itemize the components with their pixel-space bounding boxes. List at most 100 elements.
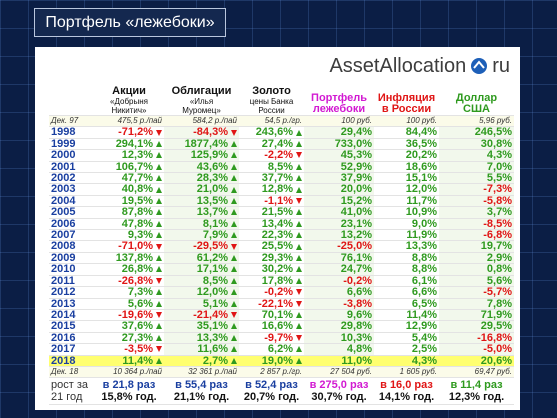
cell: 243,6% — [239, 126, 304, 139]
trend-arrow — [231, 312, 237, 318]
cell: 246,5% — [439, 126, 514, 139]
cell: 27,4% — [239, 138, 304, 151]
cell: 6,6% — [374, 286, 439, 299]
header-line: «Илья — [189, 97, 214, 106]
value: 4,3% — [486, 149, 512, 162]
year-cell: 2011 — [49, 275, 94, 288]
value: -3,8% — [343, 298, 372, 310]
value: 13,7% — [196, 206, 228, 219]
cell: 6,2% — [239, 343, 304, 356]
trend-arrow — [156, 254, 162, 261]
value: -5,8% — [483, 195, 512, 207]
header-line: США — [463, 103, 490, 115]
cell: -5,8% — [439, 195, 514, 208]
value: 0,8% — [486, 263, 512, 276]
cell: 475,5 р./пай — [94, 115, 164, 128]
trend-arrow — [231, 357, 237, 364]
trend-arrow — [156, 266, 162, 273]
trend-arrow — [296, 254, 302, 261]
cell: 8,5% — [164, 275, 239, 288]
growth-line: рост за — [51, 379, 88, 392]
cell: -5,0% — [439, 343, 514, 356]
portfolio-table: Акции «Добрыня Никитич» Облигации «Илья Муром… — [49, 81, 514, 406]
value: -26,8% — [118, 275, 153, 287]
header-line: «Добрыня — [110, 97, 148, 106]
year-cell: 2007 — [49, 229, 94, 242]
cell: -7,3% — [439, 183, 514, 196]
cell: -3,8% — [304, 298, 374, 310]
trend-arrow — [296, 197, 302, 204]
year-cell: 2008 — [49, 240, 94, 253]
year-cell: 2010 — [49, 263, 94, 276]
trend-arrow — [231, 243, 237, 250]
value: -5,0% — [483, 343, 512, 356]
row: 2014 -19,6% -21,4% 70,1% 9,6% 11,4% 71,9% — [49, 309, 514, 322]
value: 15,2% — [340, 195, 372, 207]
trend-arrow — [296, 323, 302, 330]
growth-line: 21 год — [51, 391, 83, 404]
value: 11,7% — [406, 195, 437, 207]
value: 4,3% — [411, 355, 437, 367]
value: 11,4% — [406, 309, 437, 321]
cell: 54,5 р./гр. — [239, 115, 304, 128]
value: 137,8% — [115, 252, 153, 264]
trend-arrow — [231, 323, 237, 330]
trend-arrow — [231, 140, 237, 147]
value: 21,0% — [196, 183, 228, 196]
cell: 18,6% — [374, 161, 439, 174]
value: 43,6% — [196, 161, 228, 173]
value: -22,1% — [258, 298, 293, 310]
cell: 5,4% — [374, 332, 439, 345]
logo-domain: ru — [492, 54, 510, 77]
trend-arrow — [156, 346, 162, 353]
cell: 37,7% — [239, 172, 304, 185]
cell: 71,9% — [439, 309, 514, 322]
cell: 76,1% — [304, 252, 374, 265]
trend-arrow — [231, 152, 237, 159]
growth-cell: в 55,4 раз 21,1% год. — [164, 377, 239, 406]
cell: 30,8% — [439, 138, 514, 151]
cell: 584,2 р./пай — [164, 115, 239, 128]
cell: 8,8% — [374, 252, 439, 265]
value: 106,7% — [115, 161, 153, 173]
cell: -3,5% — [94, 343, 164, 356]
value: 3,7% — [486, 206, 512, 219]
header-cell: Портфель лежебоки — [304, 81, 374, 116]
value: 40,8% — [121, 183, 153, 196]
cell: 17,1% — [164, 263, 239, 276]
row: 2013 5,6% 5,1% -22,1% -3,8% 6,5% 7,8% — [49, 298, 514, 310]
cell: 29,8% — [304, 320, 374, 333]
cell: 70,1% — [239, 309, 304, 322]
cell: 12,0% — [164, 286, 239, 299]
header-cell: Облигации «Илья Муромец» — [164, 81, 239, 116]
cell: 29,4% — [304, 126, 374, 139]
value: 8,5% — [267, 161, 293, 173]
cell: 7,9% — [164, 229, 239, 242]
cell: -19,6% — [94, 309, 164, 322]
header-line: Никитич» — [111, 106, 147, 115]
trend-arrow — [231, 197, 237, 204]
trend-arrow — [296, 140, 302, 147]
value: 47,7% — [121, 172, 153, 184]
value: -21,4% — [193, 309, 228, 321]
cell: 12,8% — [239, 183, 304, 196]
value: 6,6% — [411, 286, 437, 298]
value: -9,7% — [264, 332, 293, 344]
header-line: Портфель — [311, 92, 367, 104]
trend-arrow — [156, 197, 162, 204]
trend-arrow — [231, 266, 237, 273]
cell: 10,9% — [374, 206, 439, 219]
value: 17,8% — [261, 275, 293, 287]
value: 70,1% — [261, 309, 293, 321]
cell: 21,5% — [239, 206, 304, 219]
row: 2018 11,4% 2,7% 19,0% 11,0% 4,3% 20,6% — [49, 355, 514, 367]
cell: 15,1% — [374, 172, 439, 185]
value: 29,3% — [261, 252, 293, 264]
header-line: Доллар — [455, 92, 498, 104]
trend-arrow — [296, 300, 302, 307]
value: 9,6% — [346, 309, 372, 321]
year-cell: 2006 — [49, 218, 94, 231]
header-line: Муромец» — [182, 106, 221, 115]
value: -2,2% — [264, 149, 293, 162]
trend-arrow — [296, 129, 302, 136]
